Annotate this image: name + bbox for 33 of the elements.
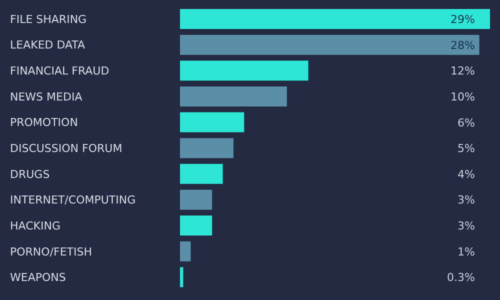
y-tick-label: FILE SHARING <box>10 12 87 26</box>
y-tick-label: PROMOTION <box>10 116 78 130</box>
data-label: 28% <box>450 38 475 52</box>
data-label: 4% <box>458 168 475 181</box>
bar <box>180 112 244 132</box>
data-label: 3% <box>458 194 475 207</box>
bar <box>180 267 184 288</box>
y-tick-label: WEAPONS <box>10 271 66 284</box>
y-tick-label: HACKING <box>10 219 60 232</box>
bar <box>180 216 212 236</box>
data-label: 29% <box>450 13 475 26</box>
data-label: 3% <box>458 220 475 233</box>
y-tick-label: INTERNET/COMPUTING <box>10 194 136 207</box>
data-label: 1% <box>458 245 475 258</box>
y-tick-label: LEAKED DATA <box>10 38 86 52</box>
y-tick-label: NEWS MEDIA <box>10 90 83 104</box>
bar <box>180 86 287 106</box>
data-label: 6% <box>458 116 475 130</box>
bar <box>180 138 234 158</box>
data-label: 10% <box>450 90 475 104</box>
data-label: 5% <box>458 142 475 156</box>
y-tick-label: DRUGS <box>10 168 50 181</box>
y-tick-label: PORNO/FETISH <box>10 245 92 258</box>
bar <box>180 60 308 81</box>
bar <box>180 34 480 55</box>
y-tick-label: DISCUSSION FORUM <box>10 142 122 155</box>
bar <box>180 9 490 29</box>
bar <box>180 164 223 184</box>
y-tick-label: FINANCIAL FRAUD <box>10 64 110 78</box>
data-label: 0.3% <box>447 271 475 284</box>
bar <box>180 190 212 210</box>
bar <box>180 241 191 262</box>
data-label: 12% <box>450 64 475 78</box>
